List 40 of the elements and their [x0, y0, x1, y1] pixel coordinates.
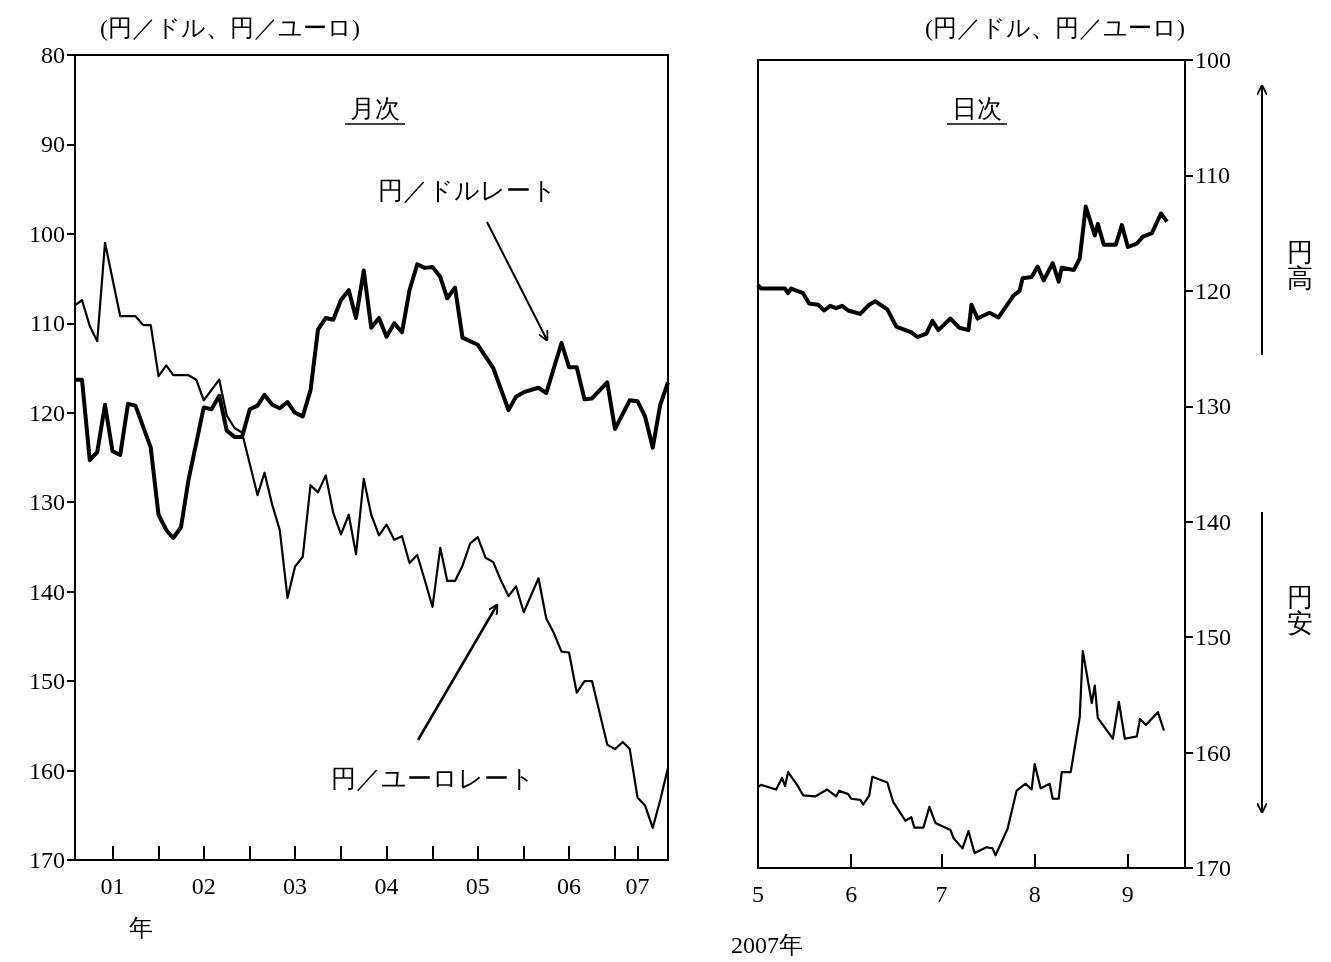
x-tick-label: 06 [557, 873, 581, 899]
y-tick-label: 130 [29, 489, 65, 516]
text: 日次 [952, 94, 1002, 122]
x-tick-label: 8 [1028, 881, 1041, 907]
y-tick-label: 100 [29, 220, 65, 247]
x-tick-label: 9 [1121, 881, 1134, 907]
y-axis-title: (円／ドル、円／ユーロ) [925, 15, 1185, 41]
y-tick-label: 110 [29, 310, 65, 337]
y-tick-label: 120 [29, 399, 65, 426]
y-tick-label: 120 [1195, 277, 1231, 304]
y-tick-label: 130 [1195, 393, 1231, 420]
x-tick-label: 7 [935, 881, 948, 907]
text: 円／ユーロレート [331, 764, 535, 792]
y-tick-label: 150 [1195, 624, 1231, 651]
y-tick-label: 170 [1195, 855, 1231, 881]
text: 円／ドルレート [377, 176, 557, 204]
y-tick-label: 150 [29, 668, 65, 695]
x-tick-label: 02 [191, 873, 216, 899]
x-tick-label: 01 [100, 873, 125, 899]
text: 月次 [350, 94, 400, 122]
y-tick-label: 140 [1195, 508, 1231, 535]
x-tick-label: 07 [625, 873, 650, 899]
y-tick-label: 90 [41, 131, 65, 158]
y-tick-label: 110 [1195, 162, 1231, 189]
y-tick-label: 100 [1195, 47, 1231, 73]
y-tick-label: 140 [29, 578, 65, 605]
x-axis-title: 年 [129, 915, 153, 941]
text: 円安 [1287, 582, 1313, 638]
y-tick-label: 160 [29, 757, 65, 784]
text: 円高 [1287, 237, 1313, 293]
x-tick-label: 03 [283, 873, 307, 899]
y-axis-title: (円／ドル、円／ユーロ) [100, 15, 360, 41]
y-tick-label: 170 [29, 847, 65, 873]
x-tick-label: 05 [465, 873, 490, 899]
y-tick-label: 160 [1195, 739, 1231, 766]
x-tick-label: 5 [752, 881, 764, 907]
x-axis-title: 2007年 [731, 932, 803, 958]
x-tick-label: 04 [374, 873, 399, 899]
x-tick-label: 6 [845, 881, 858, 907]
y-tick-label: 80 [41, 42, 65, 68]
